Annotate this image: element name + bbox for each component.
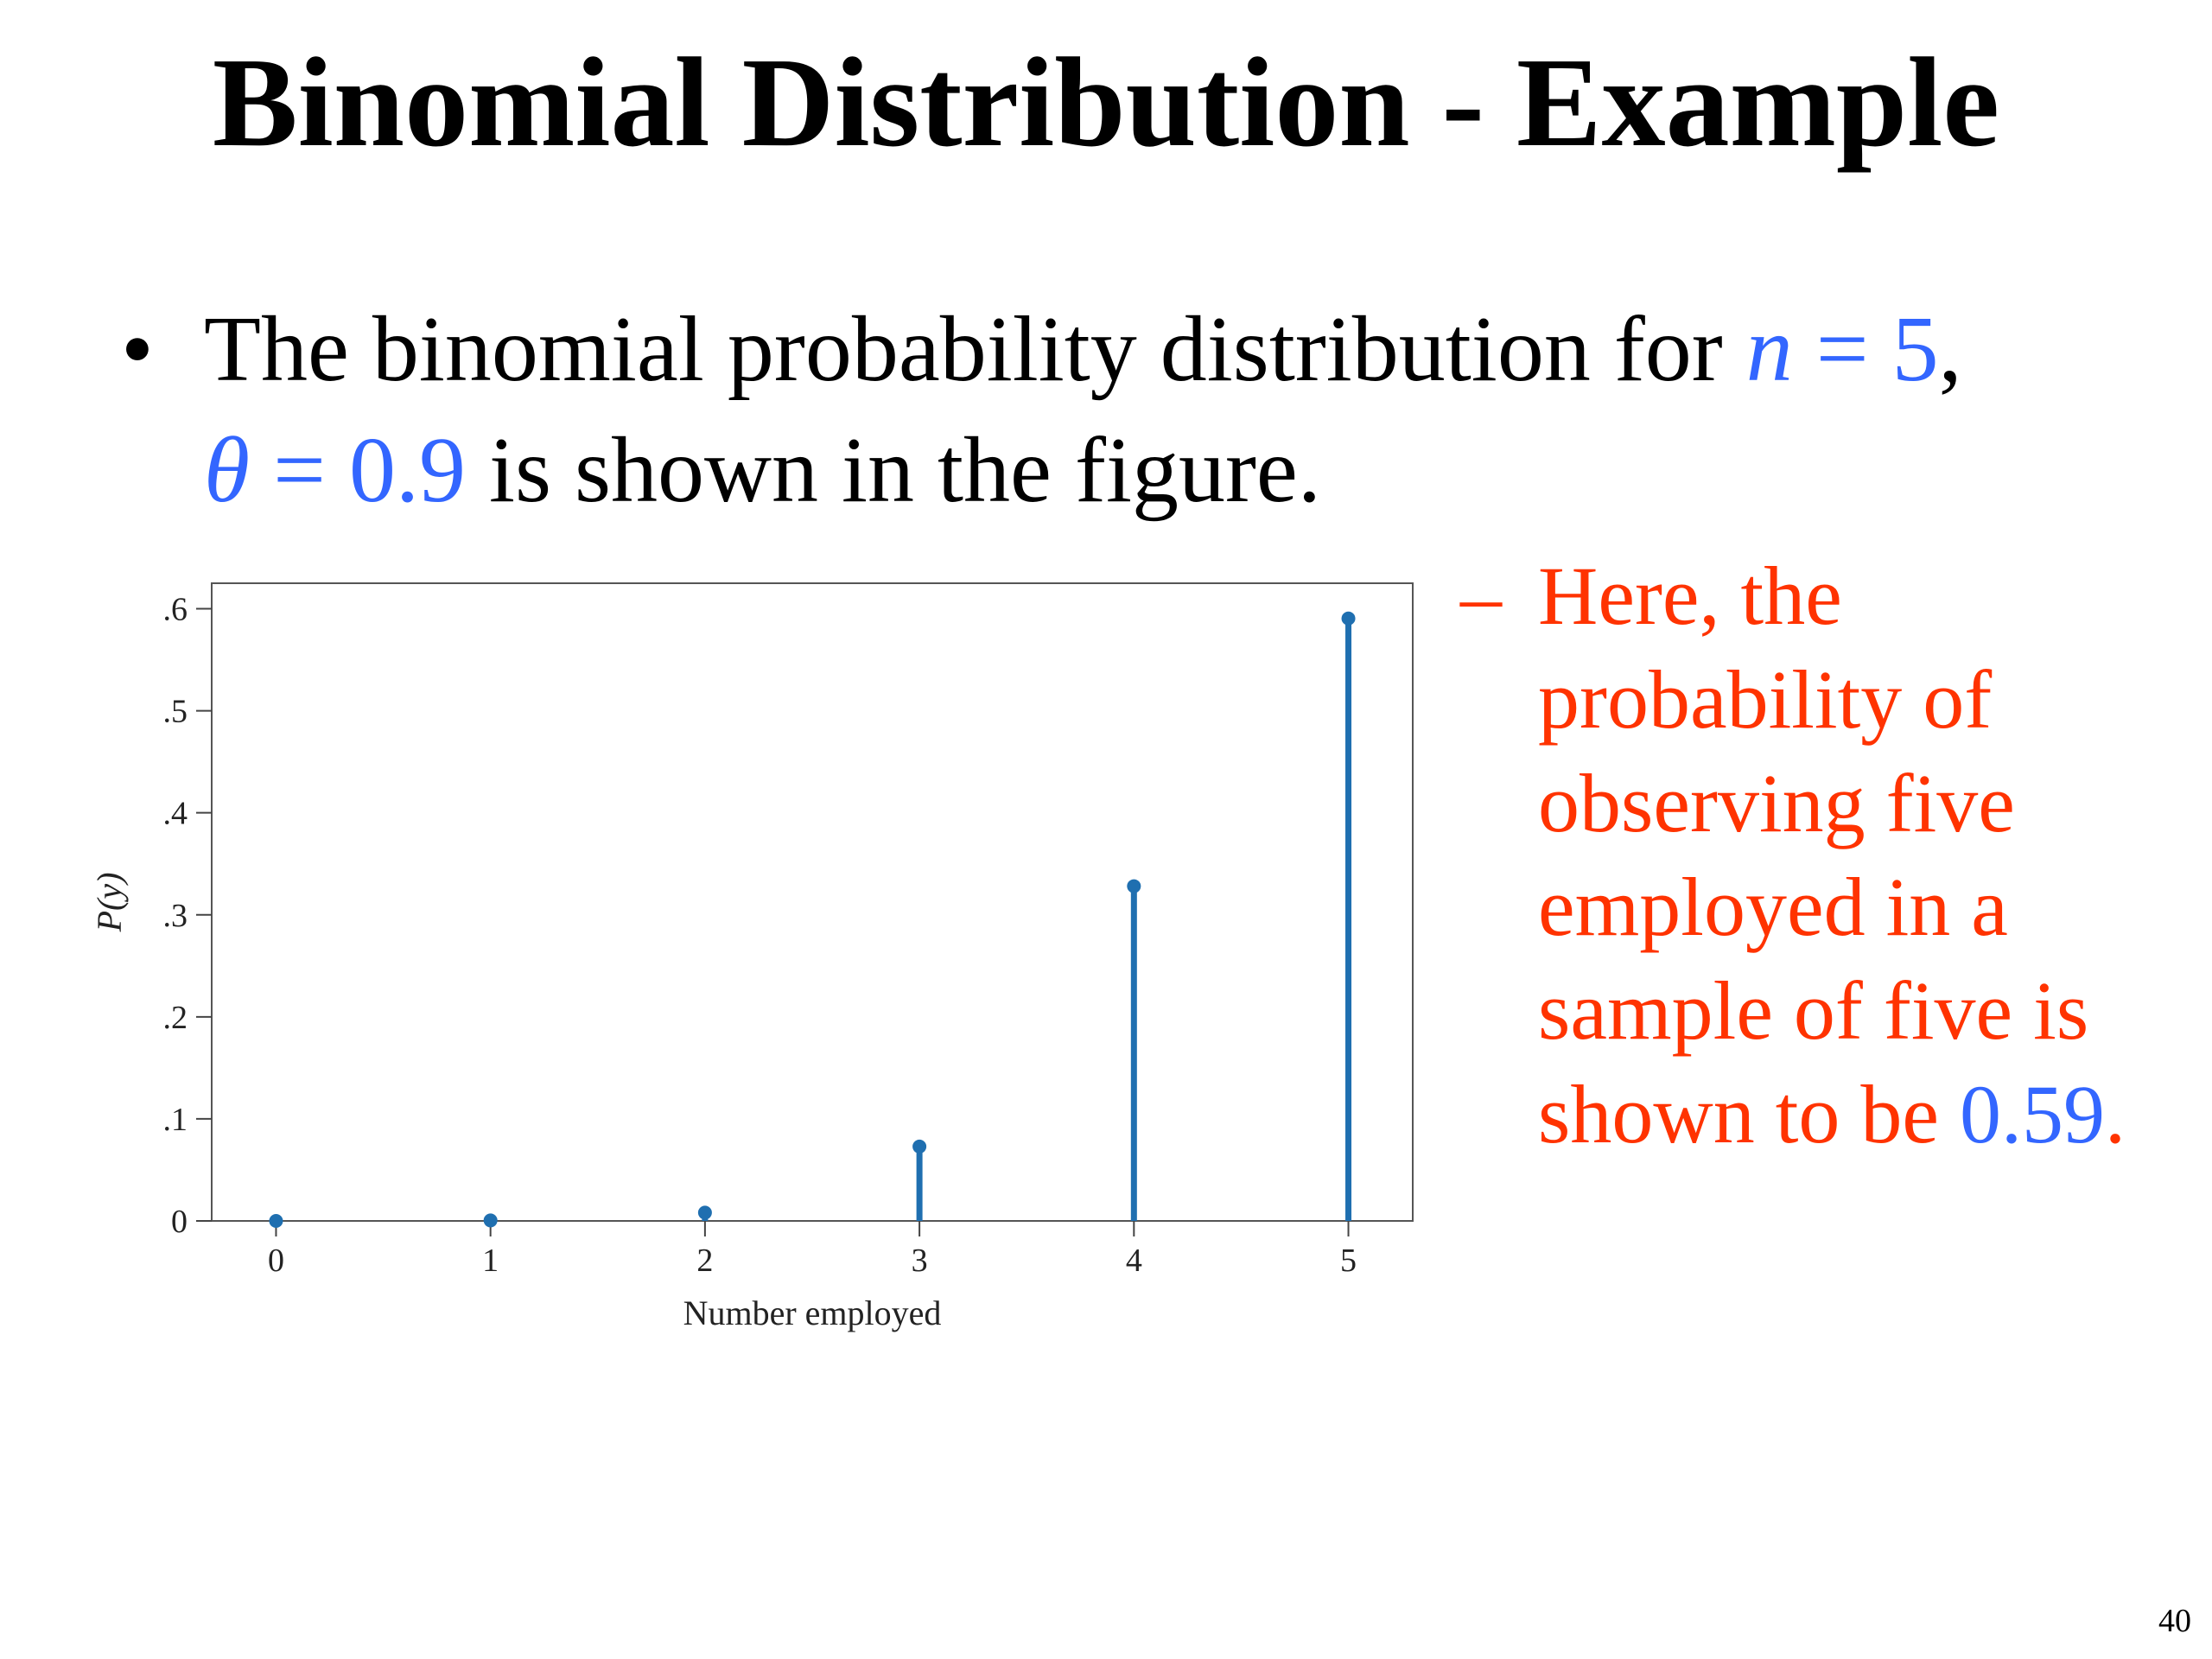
bullet-comma: , (1938, 298, 1962, 401)
x-axis-label: Number employed (683, 1294, 942, 1332)
sub-bullet-sentence: Here, the probability of observing five … (1538, 550, 2089, 1160)
x-tick-label: 0 (268, 1243, 284, 1279)
sub-bullet: – Here, the probability of observing fiv… (1460, 544, 2203, 1166)
stem-point (1341, 611, 1356, 626)
x-tick-label: 2 (696, 1243, 713, 1279)
theta-value: = 0.9 (250, 419, 466, 522)
y-axis: 0 .1 .2 .3 .4 .5 .6 (163, 592, 212, 1240)
x-tick-label: 3 (912, 1243, 928, 1279)
x-tick-label: 1 (482, 1243, 499, 1279)
x-tick-label: 5 (1340, 1243, 1357, 1279)
n-variable: n (1745, 298, 1793, 401)
y-tick-label: .3 (163, 898, 188, 934)
slide-title: Binomial Distribution - Example (212, 32, 2000, 174)
y-axis-label: P(y) (90, 873, 129, 933)
stem-point (697, 1205, 712, 1220)
stem-point (269, 1213, 283, 1228)
binomial-chart: 0 .1 .2 .3 .4 .5 .6 0 1 2 3 4 5 Number employed P(y… (69, 562, 1452, 1357)
bullet-text-part-1: The binomial probability distribution fo… (204, 298, 1746, 401)
plot-frame (211, 582, 1414, 1222)
main-bullet: • The binomial probability distribution … (121, 289, 2108, 531)
x-axis: 0 1 2 3 4 5 (268, 1221, 1357, 1279)
stem-point (912, 1139, 927, 1154)
y-tick-label: .4 (163, 796, 188, 832)
bullet-marker: • (121, 298, 154, 401)
stem-marks (269, 611, 1356, 1228)
sub-bullet-text: Here, the probability of observing five … (1538, 544, 2203, 1166)
chart-svg: 0 .1 .2 .3 .4 .5 .6 0 1 2 3 4 5 Number employed P(y… (90, 582, 1414, 1332)
y-tick-label: .1 (163, 1102, 188, 1138)
y-tick-label: .6 (163, 592, 188, 628)
y-tick-label: .2 (163, 1000, 188, 1036)
y-tick-label: 0 (171, 1204, 188, 1240)
main-bullet-text: The binomial probability distribution fo… (204, 289, 2108, 531)
x-tick-label: 4 (1126, 1243, 1142, 1279)
n-value: = 5 (1792, 298, 1939, 401)
page-number: 40 (2158, 1603, 2191, 1639)
sub-bullet-marker: – (1460, 550, 1502, 642)
theta-variable: θ (204, 419, 251, 522)
stem-point (1127, 879, 1141, 893)
stem-point (483, 1213, 498, 1228)
sub-bullet-period: . (2104, 1068, 2126, 1160)
bullet-text-part-2: is shown in the figure. (465, 419, 1321, 522)
probability-value: 0.59 (1959, 1068, 2105, 1160)
y-tick-label: .5 (163, 694, 188, 730)
